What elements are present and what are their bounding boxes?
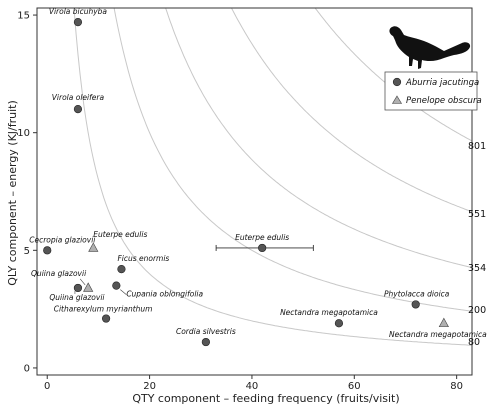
plot-frame bbox=[36, 7, 473, 376]
isocline-label-801: 801 bbox=[468, 141, 486, 152]
x-tick-label-60: 60 bbox=[348, 381, 361, 392]
isocline-label-200: 200 bbox=[468, 305, 486, 316]
axis-layer: 0 20 40 60 80 0 5 10 15 bbox=[17, 7, 473, 392]
point-aburria-cecropia-glaziovii bbox=[43, 246, 52, 255]
point-label-penelope-quiina-glazovii: Quiina glazovii bbox=[31, 269, 87, 278]
isocline-354 bbox=[165, 8, 472, 269]
point-penelope-euterpe-edulis bbox=[88, 242, 99, 252]
leader-aburria-cupania-oblongifolia bbox=[120, 289, 127, 295]
point-label-aburria-phytolacca-dioica: Phytolacca dioica bbox=[384, 289, 450, 298]
isocline-80 bbox=[73, 8, 472, 346]
legend-marker-aburria bbox=[392, 77, 402, 87]
point-aburria-cordia-silvestris bbox=[201, 337, 210, 347]
y-tick-label-15: 15 bbox=[17, 11, 30, 22]
x-tick-label-20: 20 bbox=[143, 381, 156, 392]
isocline-551 bbox=[231, 8, 472, 213]
point-penelope-nectandra-megapotamica bbox=[438, 317, 449, 328]
point-label-aburria-ficus-enormis: Ficus enormis bbox=[117, 254, 169, 263]
legend-label-penelope: Penelope obscura bbox=[406, 96, 482, 106]
point-label-aburria-cordia-silvestris: Cordia silvestris bbox=[176, 327, 236, 336]
bird-silhouette-icon bbox=[389, 26, 471, 69]
point-label-aburria-cecropia-glaziovii: Cecropia glaziovii bbox=[29, 235, 96, 244]
point-penelope-quiina-glazovii bbox=[83, 282, 94, 292]
point-aburria-virola-bicuhyba bbox=[73, 18, 83, 27]
y-tick-label-10: 10 bbox=[17, 128, 30, 139]
point-label-penelope-euterpe-edulis: Euterpe edulis bbox=[93, 230, 147, 239]
point-label-penelope-nectandra-megapotamica: Nectandra megapotamica bbox=[389, 330, 487, 339]
point-label-aburria-nectandra-megapotamica: Nectandra megapotamica bbox=[280, 308, 378, 317]
point-label-aburria-virola-oleifera: Virola oleifera bbox=[52, 93, 105, 102]
point-aburria-citharexylum-myrianthum bbox=[101, 314, 111, 323]
point-label-aburria-cupania-oblongifolia: Cupania oblongifolia bbox=[126, 290, 203, 299]
leader-penelope-quiina-glazovii bbox=[79, 278, 86, 286]
point-aburria-ficus-enormis bbox=[117, 265, 126, 274]
point-label-aburria-citharexylum-myrianthum: Citharexylum myrianthum bbox=[54, 305, 153, 314]
point-aburria-euterpe-edulis bbox=[258, 243, 267, 253]
legend: Aburria jacutinga Penelope obscura bbox=[384, 71, 482, 111]
x-axis-title: QTY component – feeding frequency (fruit… bbox=[132, 392, 399, 405]
point-aburria-quiina-glazovii bbox=[73, 283, 83, 293]
y-tick-label-5: 5 bbox=[24, 246, 30, 257]
isocline-label-80: 80 bbox=[468, 337, 480, 348]
legend-marker-penelope bbox=[391, 95, 403, 104]
point-aburria-cupania-oblongifolia bbox=[112, 281, 121, 290]
point-aburria-nectandra-megapotamica bbox=[334, 319, 344, 328]
marks-layer bbox=[43, 18, 449, 347]
x-tick-label-80: 80 bbox=[450, 381, 463, 392]
x-tick-label-40: 40 bbox=[246, 381, 259, 392]
isocline-label-551: 551 bbox=[468, 209, 486, 220]
y-axis-title: QLY component – energy (KJ/fruit) bbox=[6, 100, 19, 286]
y-tick-label-0: 0 bbox=[24, 363, 30, 374]
point-label-aburria-virola-bicuhyba: Virola bicuhyba bbox=[49, 7, 108, 16]
label-layer: 80 200 354 551 801 Virola bicuhyba Virola olei… bbox=[29, 7, 487, 348]
point-label-aburria-euterpe-edulis: Euterpe edulis bbox=[235, 233, 289, 242]
legend-label-aburria: Aburria jacutinga bbox=[405, 78, 479, 88]
point-label-aburria-quiina-glazovii: Quiina glazovii bbox=[49, 293, 105, 302]
point-aburria-virola-oleifera bbox=[73, 105, 83, 114]
point-aburria-phytolacca-dioica bbox=[411, 300, 420, 309]
x-tick-label-0: 0 bbox=[44, 381, 50, 392]
isocline-label-354: 354 bbox=[468, 263, 486, 274]
